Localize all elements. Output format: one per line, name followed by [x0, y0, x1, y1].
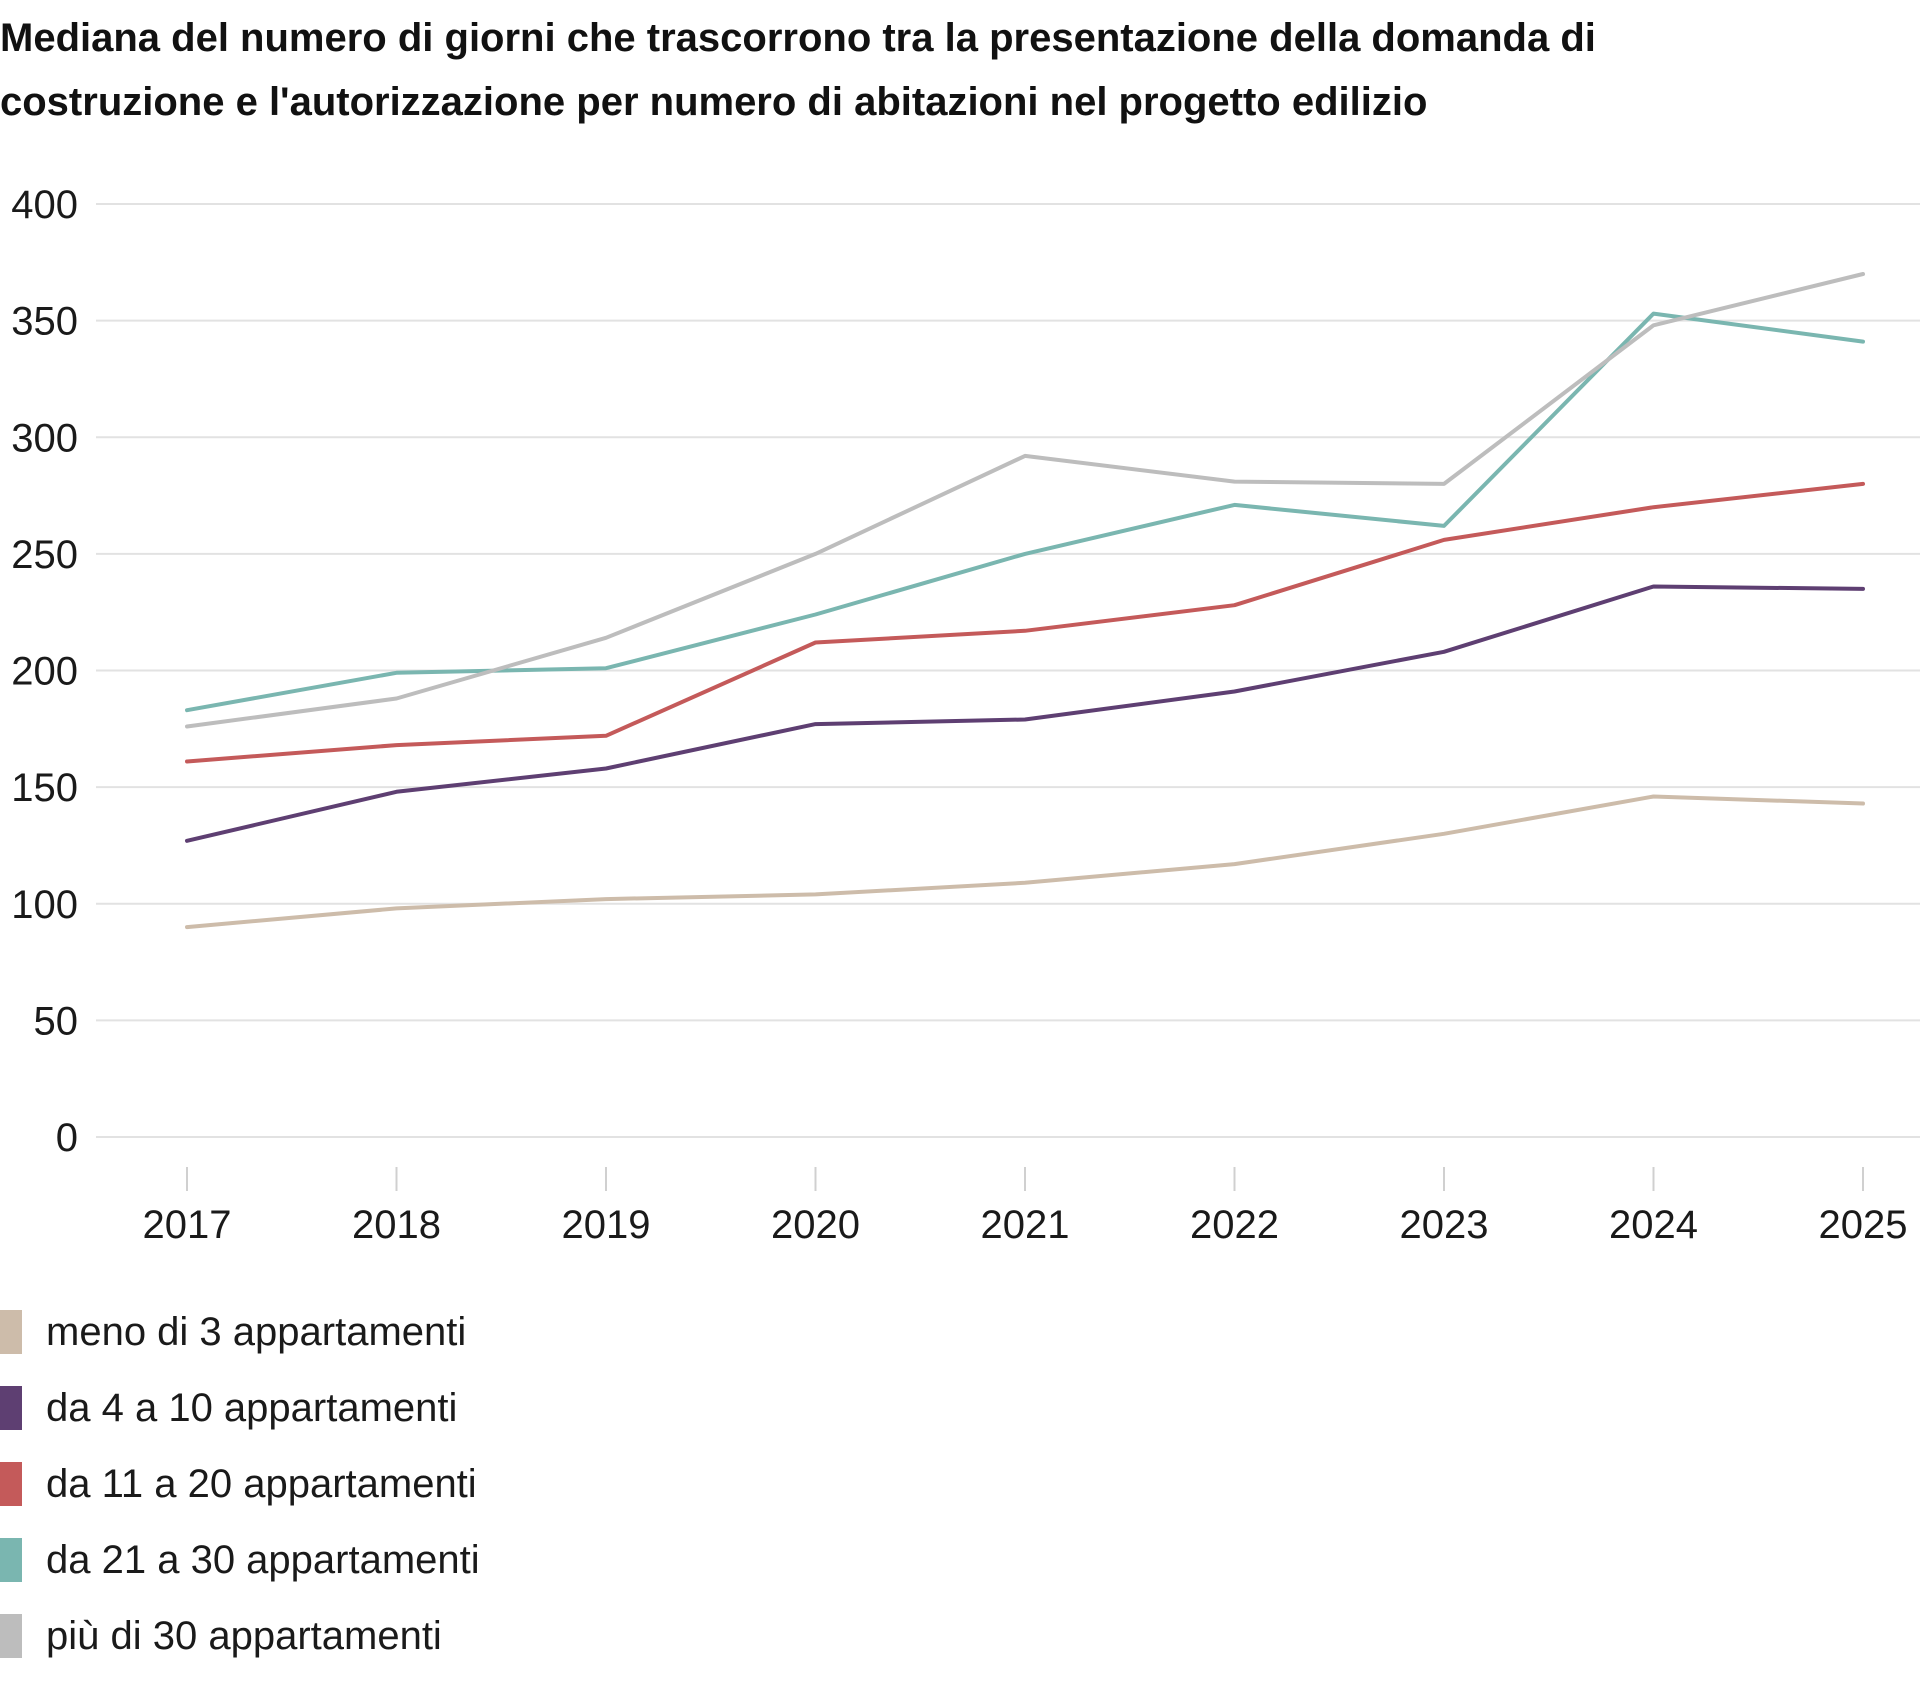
x-tick-label: 2018 [352, 1203, 441, 1247]
legend-label: da 11 a 20 appartamenti [46, 1462, 477, 1506]
x-tick-label: 2020 [771, 1203, 860, 1247]
x-tick-label: 2017 [143, 1203, 232, 1247]
legend-swatch [0, 1386, 22, 1430]
chart-title: Mediana del numero di giorni che trascor… [0, 6, 1900, 134]
x-axis-ticks: 2017 2018 2019 2020 2021 2022 2023 2024 2025 [143, 1167, 1908, 1247]
x-tick-label: 2025 [1819, 1203, 1908, 1247]
legend-swatch [0, 1310, 22, 1354]
y-tick-label: 350 [11, 300, 78, 344]
legend-label: da 21 a 30 appartamenti [46, 1538, 480, 1582]
legend-swatch [0, 1614, 22, 1658]
y-tick-label: 250 [11, 533, 78, 577]
series-lines [185, 272, 1865, 930]
series-line-3 [185, 481, 1865, 764]
x-tick-label: 2023 [1400, 1203, 1489, 1247]
y-tick-label: 400 [11, 183, 78, 227]
y-axis-tick-labels: 0 50 100 150 200 250 300 350 400 [11, 183, 78, 1160]
y-tick-label: 200 [11, 650, 78, 694]
series-line-1 [185, 794, 1865, 930]
legend-label: da 4 a 10 appartamenti [46, 1386, 458, 1430]
x-tick-label: 2021 [981, 1203, 1070, 1247]
y-tick-label: 300 [11, 416, 78, 460]
y-tick-label: 100 [11, 883, 78, 927]
legend-label: più di 30 appartamenti [46, 1614, 442, 1658]
legend-swatch [0, 1462, 22, 1506]
legend-label: meno di 3 appartamenti [46, 1310, 467, 1354]
chart-title-line-1: Mediana del numero di giorni che trascor… [0, 16, 1596, 60]
legend-swatch [0, 1538, 22, 1582]
y-tick-label: 50 [34, 999, 79, 1043]
chart-title-line-2: costruzione e l'autorizzazione per numer… [0, 80, 1428, 124]
x-tick-label: 2022 [1190, 1203, 1279, 1247]
y-tick-label: 150 [11, 766, 78, 810]
x-tick-label: 2024 [1609, 1203, 1698, 1247]
x-tick-label: 2019 [562, 1203, 651, 1247]
grid-lines [96, 203, 1920, 1138]
y-tick-label: 0 [56, 1116, 78, 1160]
series-line-4 [185, 311, 1865, 713]
series-line-5 [185, 272, 1865, 729]
series-line-2 [185, 584, 1865, 843]
